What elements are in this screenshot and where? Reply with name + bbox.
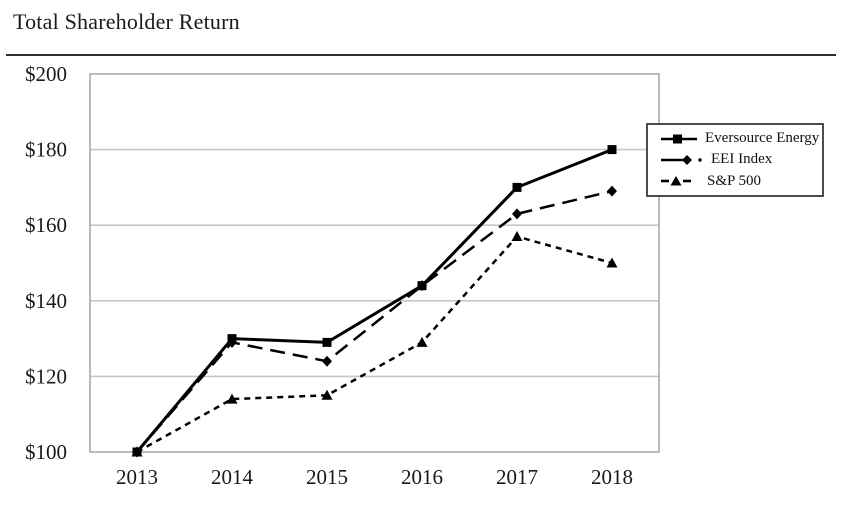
y-axis-tick-labels: $100 $120 $140 $160 $180 $200 — [25, 62, 67, 464]
y-tick-label: $140 — [25, 289, 67, 313]
data-point — [417, 281, 427, 291]
x-tick-label: 2015 — [306, 465, 348, 489]
y-tick-label: $120 — [25, 364, 67, 388]
legend-item-sp500: S&P 500 — [660, 171, 822, 191]
dash-line-triangle-marker-icon — [661, 176, 691, 186]
series-line — [136, 189, 613, 453]
gridlines — [90, 148, 659, 378]
series-line — [135, 148, 613, 453]
x-axis-tick-labels: 2013 2014 2015 2016 2017 2018 — [116, 465, 633, 489]
y-tick-label: $100 — [25, 440, 67, 464]
y-tick-label: $200 — [25, 62, 67, 86]
data-point — [416, 336, 428, 347]
solid-line-square-marker-icon — [661, 134, 697, 144]
data-point — [512, 182, 522, 192]
series-eversource-energy — [132, 145, 617, 457]
data-point — [226, 393, 238, 404]
y-tick-label: $180 — [25, 138, 67, 162]
data-point — [321, 389, 333, 400]
data-point — [607, 145, 617, 155]
chart-legend: Eversource Energy EEI Index S&P 500 — [646, 123, 824, 197]
title-divider — [6, 54, 836, 56]
series-eei-index — [132, 185, 617, 458]
data-point — [132, 447, 142, 457]
legend-label: S&P 500 — [707, 172, 762, 189]
data-point — [512, 208, 522, 220]
legend-item-eversource-energy: Eversource Energy — [660, 129, 822, 149]
series-s-p-500 — [131, 231, 618, 457]
x-tick-label: 2013 — [116, 465, 158, 489]
x-tick-label: 2016 — [401, 465, 443, 489]
legend-label: EEI Index — [711, 151, 773, 168]
x-tick-label: 2014 — [211, 465, 254, 489]
plot-border — [89, 73, 660, 453]
y-tick-label: $160 — [25, 213, 67, 237]
data-point — [511, 231, 523, 242]
legend-item-eei-index: EEI Index — [660, 150, 822, 170]
chart-title: Total Shareholder Return — [13, 9, 240, 34]
x-tick-label: 2017 — [496, 465, 538, 489]
dash-line-diamond-marker-icon — [661, 154, 702, 165]
legend-label: Eversource Energy — [705, 130, 820, 147]
data-point — [322, 355, 332, 367]
data-point — [607, 185, 617, 197]
series-line — [136, 235, 613, 454]
data-point — [322, 337, 332, 347]
data-point — [227, 334, 237, 344]
x-tick-label: 2018 — [591, 465, 633, 489]
data-series — [131, 145, 618, 458]
data-point — [606, 257, 618, 268]
